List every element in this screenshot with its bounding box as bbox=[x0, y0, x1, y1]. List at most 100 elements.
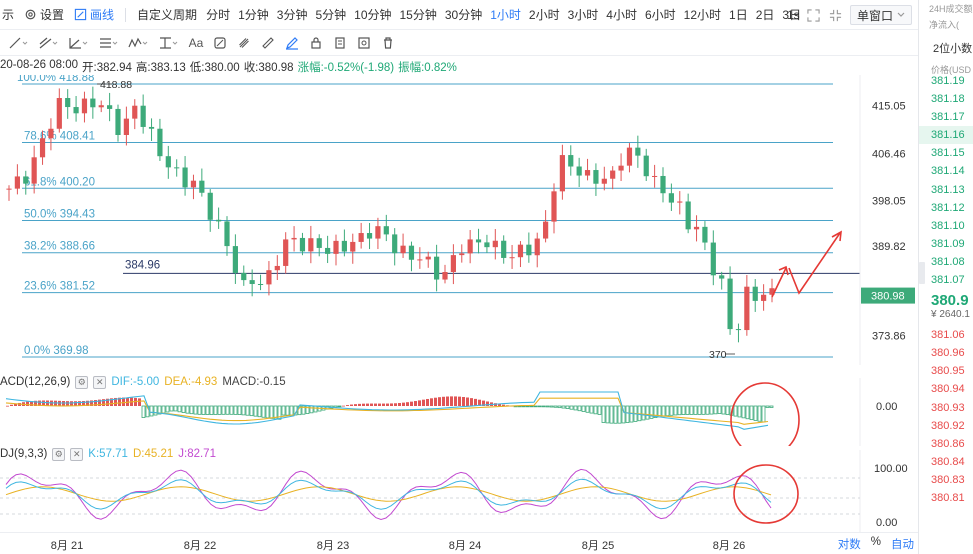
k-label: K: bbox=[88, 448, 100, 460]
period-tab-13[interactable]: 1日 bbox=[729, 8, 748, 22]
custom-period-button[interactable]: 自定义周期 bbox=[137, 8, 198, 22]
macd-bar bbox=[745, 405, 750, 420]
auto-scale-button[interactable]: 自动 bbox=[891, 539, 914, 551]
text-tool-icon[interactable]: Aa bbox=[188, 35, 204, 50]
period-tab-15[interactable]: 3日 bbox=[782, 8, 802, 22]
candle-body bbox=[199, 180, 205, 193]
top-toolbar: 示 设置 画线 自定义周期 分时 1分钟 3分钟 5分钟 10分钟 15分钟 30分钟 1小时… bbox=[0, 0, 918, 30]
fullscreen-icon[interactable] bbox=[804, 6, 822, 24]
candle-body bbox=[65, 98, 71, 108]
period-tab-5[interactable]: 15分钟 bbox=[399, 8, 437, 22]
period-tab-8[interactable]: 2小时 bbox=[528, 8, 560, 22]
order-book-panel: 24H成交额 净流入( 2位小数 价格(USD 381.19 381.18 381.… bbox=[918, 0, 973, 554]
bid-price-row[interactable]: 380.81 bbox=[931, 491, 965, 504]
ask-price-row[interactable]: 381.14 bbox=[931, 165, 965, 178]
lock-tool-icon[interactable] bbox=[306, 33, 326, 53]
ask-price-row[interactable]: 381.19 bbox=[931, 75, 965, 87]
ask-price-row[interactable]: 381.08 bbox=[931, 255, 965, 268]
kdj-close-icon[interactable]: ✕ bbox=[70, 447, 84, 461]
eye-tool-icon[interactable] bbox=[354, 33, 374, 53]
candle-body bbox=[702, 226, 708, 243]
period-tab-14[interactable]: 2日 bbox=[755, 8, 775, 22]
bid-price-row[interactable]: 380.84 bbox=[931, 455, 965, 468]
ask-price-row[interactable]: 381.15 bbox=[931, 147, 965, 160]
candle-body bbox=[434, 256, 440, 280]
percent-scale-button[interactable]: % bbox=[870, 536, 881, 548]
candle-body bbox=[660, 175, 666, 194]
candle-body bbox=[299, 237, 306, 252]
ask-price-row[interactable]: 381.12 bbox=[931, 201, 965, 214]
macd-bar bbox=[221, 405, 226, 415]
candle-body bbox=[232, 246, 238, 273]
ray-tool-icon[interactable] bbox=[36, 33, 62, 53]
trash-icon[interactable] bbox=[378, 33, 398, 53]
period-tab-6[interactable]: 30分钟 bbox=[444, 8, 483, 22]
period-tab-9[interactable]: 3小时 bbox=[567, 8, 599, 22]
bid-price-row[interactable]: 380.96 bbox=[931, 347, 965, 360]
pencil-tool-icon[interactable] bbox=[282, 33, 302, 53]
decimal-select[interactable]: 2位小数 bbox=[933, 43, 973, 55]
period-tab-3[interactable]: 5分钟 bbox=[315, 8, 347, 22]
amplitude-label: 振幅: bbox=[398, 62, 425, 74]
bid-price-row[interactable]: 380.93 bbox=[931, 401, 965, 414]
bid-price-row[interactable]: 380.94 bbox=[931, 383, 965, 396]
ask-price-row[interactable]: 381.07 bbox=[931, 274, 965, 287]
settings-button[interactable]: 设置 bbox=[19, 6, 69, 23]
shrink-icon[interactable] bbox=[826, 6, 844, 24]
bid-price-row[interactable]: 380.83 bbox=[931, 473, 965, 486]
parallel-tool-icon[interactable] bbox=[96, 33, 122, 53]
candle-body bbox=[350, 241, 356, 252]
panel-resize-handle[interactable] bbox=[919, 262, 925, 284]
kdj-settings-icon[interactable]: ⚙ bbox=[52, 447, 66, 461]
line-tool-icon[interactable] bbox=[6, 33, 32, 53]
period-tab-11[interactable]: 6小时 bbox=[644, 8, 676, 22]
macd-bar bbox=[605, 405, 610, 424]
ask-price-row[interactable]: 381.18 bbox=[931, 93, 965, 106]
ask-price-row[interactable]: 381.13 bbox=[931, 183, 965, 196]
ask-price-row[interactable]: 381.09 bbox=[931, 237, 965, 250]
current-price-badge bbox=[861, 287, 915, 304]
bid-price-row[interactable]: 380.92 bbox=[931, 419, 965, 432]
period-tab-0[interactable]: 分时 bbox=[206, 8, 231, 22]
bid-price-row[interactable]: 380.86 bbox=[931, 437, 965, 450]
period-tab-2[interactable]: 3分钟 bbox=[276, 8, 308, 22]
macd-bar bbox=[6, 405, 9, 407]
window-mode-select[interactable]: 单窗口 bbox=[849, 5, 912, 25]
candle-body bbox=[610, 170, 616, 179]
period-tab-7[interactable]: 1小时 bbox=[490, 8, 521, 22]
indicator-cut-label[interactable]: 示 bbox=[2, 8, 15, 22]
ask-price-row[interactable]: 381.10 bbox=[931, 219, 965, 232]
period-tab-10[interactable]: 4小时 bbox=[606, 8, 637, 22]
log-scale-button[interactable]: 对数 bbox=[837, 539, 861, 551]
d-label: D: bbox=[132, 448, 145, 460]
period-tab-1[interactable]: 1分钟 bbox=[238, 8, 269, 22]
draw-button[interactable]: 画线 bbox=[69, 6, 119, 23]
amplitude-value: 0.82% bbox=[424, 62, 457, 74]
fib-tool-icon[interactable] bbox=[156, 33, 182, 53]
ask-price-row[interactable]: 381.17 bbox=[931, 111, 965, 124]
angle-tool-icon[interactable] bbox=[66, 33, 92, 53]
high-marker-label: 418.88 bbox=[100, 79, 132, 91]
interval-1s-button[interactable]: 1s bbox=[787, 7, 800, 22]
bid-price-row[interactable]: 380.95 bbox=[931, 365, 965, 378]
macd-bar bbox=[434, 397, 437, 406]
bid-price-row[interactable]: 381.06 bbox=[931, 329, 965, 342]
macd-bar bbox=[157, 405, 162, 415]
macd-bar bbox=[525, 405, 530, 408]
macd-bar bbox=[665, 405, 670, 417]
period-tab-4[interactable]: 10分钟 bbox=[354, 8, 392, 22]
candle-body bbox=[333, 240, 339, 254]
copy-tool-icon[interactable] bbox=[330, 33, 350, 53]
period-tab-12[interactable]: 12小时 bbox=[683, 8, 722, 22]
wave-tool-icon[interactable] bbox=[126, 33, 152, 53]
brush-tool-icon[interactable] bbox=[210, 33, 230, 53]
candle-body bbox=[366, 233, 373, 239]
macd-settings-icon[interactable]: ⚙ bbox=[75, 375, 89, 389]
candle-body bbox=[501, 240, 507, 258]
candle-body bbox=[727, 278, 733, 330]
ask-price-row[interactable]: 381.16 bbox=[919, 126, 973, 145]
ruler-tool-icon[interactable] bbox=[258, 33, 278, 53]
macd-close-icon[interactable]: ✕ bbox=[93, 375, 107, 389]
magnet-tool-icon[interactable] bbox=[234, 33, 254, 53]
